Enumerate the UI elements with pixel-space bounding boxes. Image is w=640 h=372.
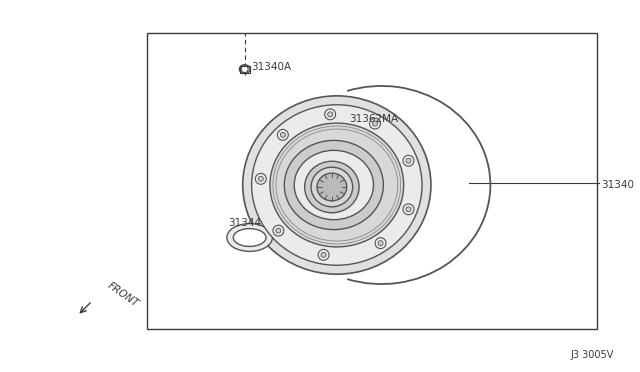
Ellipse shape — [234, 229, 266, 246]
Ellipse shape — [270, 123, 404, 247]
Ellipse shape — [294, 150, 374, 220]
Circle shape — [403, 155, 414, 166]
Circle shape — [406, 207, 411, 212]
Text: 31362MA: 31362MA — [349, 113, 398, 124]
Circle shape — [328, 112, 333, 117]
Circle shape — [277, 129, 289, 140]
Circle shape — [318, 249, 329, 260]
Text: FRONT: FRONT — [106, 281, 141, 309]
Circle shape — [324, 109, 335, 120]
Circle shape — [321, 252, 326, 257]
Text: J3 3005V: J3 3005V — [571, 350, 614, 360]
Ellipse shape — [311, 167, 353, 207]
Circle shape — [375, 238, 386, 248]
Ellipse shape — [317, 173, 347, 201]
Ellipse shape — [243, 96, 431, 274]
Ellipse shape — [284, 141, 383, 230]
Circle shape — [280, 132, 285, 137]
Circle shape — [369, 118, 380, 129]
Circle shape — [259, 176, 263, 181]
Ellipse shape — [305, 161, 359, 213]
Text: 31340: 31340 — [602, 180, 634, 190]
Circle shape — [372, 121, 378, 126]
Circle shape — [378, 241, 383, 246]
Circle shape — [255, 173, 266, 184]
Bar — [147, 33, 597, 328]
Ellipse shape — [252, 105, 422, 265]
Text: 31340A: 31340A — [252, 62, 292, 72]
Text: 31344: 31344 — [228, 218, 261, 228]
Bar — [240, 65, 250, 73]
Circle shape — [406, 158, 411, 163]
Circle shape — [241, 65, 248, 73]
Ellipse shape — [227, 224, 273, 251]
Circle shape — [403, 204, 414, 215]
Circle shape — [273, 225, 284, 236]
Circle shape — [276, 228, 281, 233]
Ellipse shape — [239, 65, 250, 74]
